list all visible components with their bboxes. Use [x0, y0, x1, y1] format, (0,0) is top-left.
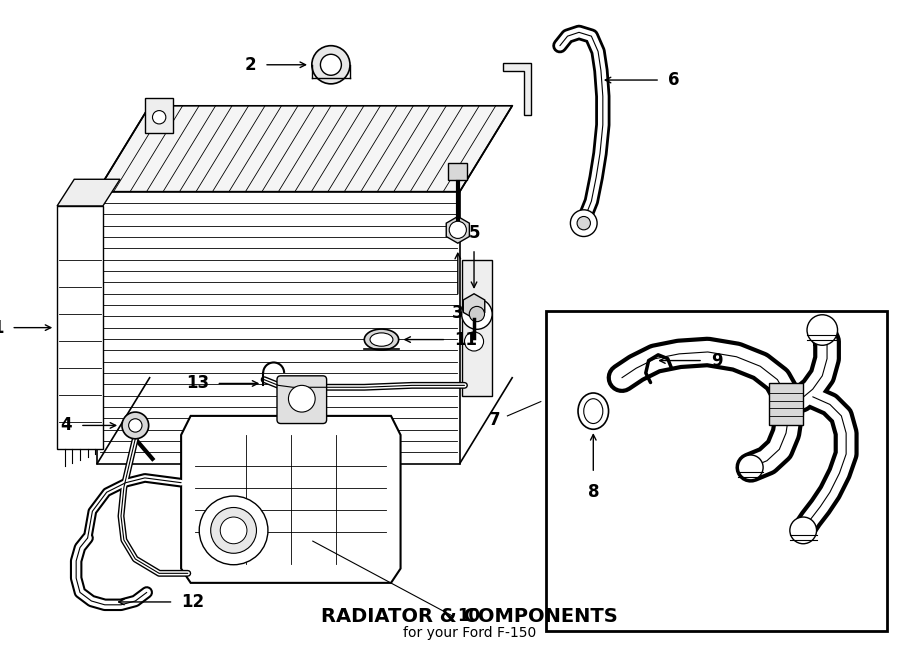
- Text: 1: 1: [0, 319, 4, 336]
- Polygon shape: [502, 63, 531, 116]
- Circle shape: [311, 46, 350, 84]
- Polygon shape: [57, 206, 103, 449]
- Circle shape: [571, 210, 597, 237]
- Ellipse shape: [370, 333, 393, 346]
- Text: 13: 13: [186, 374, 210, 393]
- Text: 12: 12: [181, 593, 204, 611]
- Circle shape: [220, 517, 247, 544]
- Polygon shape: [97, 192, 460, 463]
- Text: 7: 7: [489, 410, 500, 429]
- Text: 2: 2: [245, 56, 256, 74]
- Text: RADIATOR & COMPONENTS: RADIATOR & COMPONENTS: [321, 607, 617, 626]
- Text: 8: 8: [588, 483, 599, 500]
- Circle shape: [211, 508, 256, 553]
- Ellipse shape: [364, 329, 399, 350]
- Circle shape: [122, 412, 148, 439]
- Text: 11: 11: [454, 330, 477, 348]
- Text: for your Ford F-150: for your Ford F-150: [402, 627, 536, 641]
- Bar: [448, 163, 467, 180]
- Circle shape: [464, 332, 483, 351]
- Circle shape: [738, 455, 763, 480]
- Circle shape: [807, 315, 838, 345]
- Circle shape: [152, 110, 166, 124]
- Polygon shape: [57, 179, 120, 206]
- Bar: [769, 383, 803, 426]
- FancyBboxPatch shape: [277, 376, 327, 424]
- Circle shape: [790, 517, 816, 544]
- Text: 9: 9: [711, 352, 723, 369]
- Text: 4: 4: [60, 416, 72, 434]
- Polygon shape: [97, 106, 512, 192]
- Polygon shape: [145, 98, 174, 132]
- Text: 5: 5: [468, 224, 480, 242]
- Polygon shape: [462, 260, 492, 396]
- Circle shape: [469, 307, 484, 322]
- Circle shape: [449, 221, 466, 239]
- Text: 10: 10: [457, 607, 480, 625]
- Text: 3: 3: [452, 304, 464, 323]
- Circle shape: [129, 419, 142, 432]
- Ellipse shape: [578, 393, 608, 429]
- Circle shape: [577, 217, 590, 230]
- Circle shape: [462, 299, 492, 329]
- Circle shape: [199, 496, 268, 564]
- Circle shape: [288, 385, 315, 412]
- Circle shape: [320, 54, 341, 75]
- Ellipse shape: [584, 399, 603, 424]
- Polygon shape: [181, 416, 400, 583]
- Bar: [545, 311, 887, 631]
- Text: 6: 6: [668, 71, 680, 89]
